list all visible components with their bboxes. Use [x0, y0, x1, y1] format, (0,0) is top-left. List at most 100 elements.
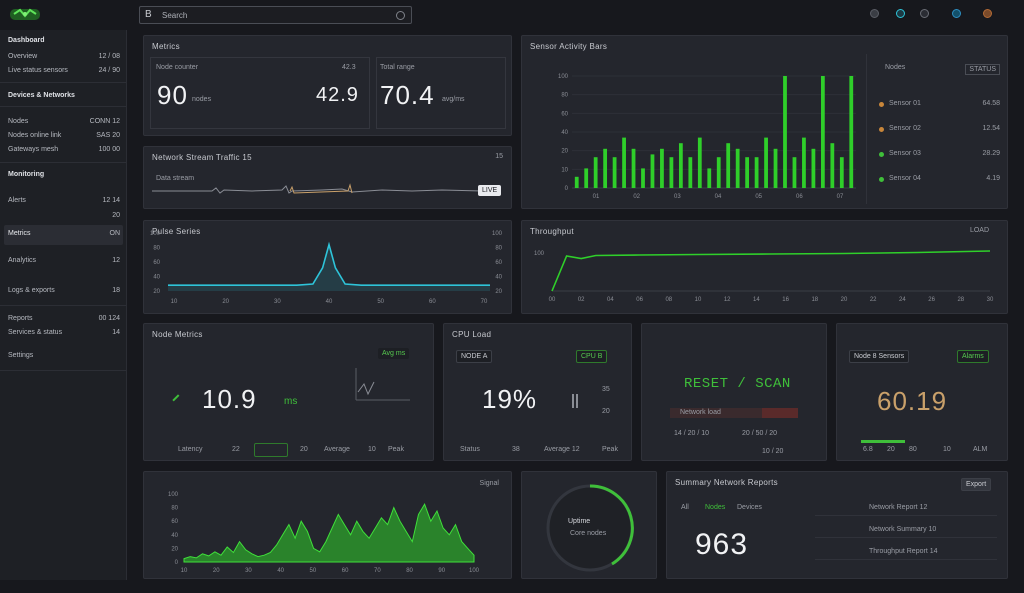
stream-live-button[interactable]: LIVE: [478, 185, 502, 196]
sidebar-item-alerts-count[interactable]: 20: [112, 212, 120, 219]
summary-row[interactable]: Network Summary 10: [815, 526, 997, 538]
pulse-chart: 100 100 80 80 60 60 40 40 20 20 10 20 30 40 50 60 70: [150, 231, 503, 305]
bar: [735, 148, 740, 188]
kpi-panel-title: Metrics: [152, 42, 180, 51]
bar: [678, 143, 683, 188]
stream-panel-title: Network Stream Traffic 15: [152, 153, 252, 162]
bar: [716, 157, 721, 188]
throughput-chart: 100 00 02 04 06 08 10 12 14 16 18 20 22 24 26 28 30: [534, 250, 994, 303]
legend-row[interactable]: Sensor 03 28.29: [879, 150, 1000, 160]
sidebar-item-metrics[interactable]: Metrics ON: [8, 230, 120, 237]
settings-icon[interactable]: [952, 9, 961, 18]
sidebar-item-alerts[interactable]: Alerts 12 14: [8, 197, 120, 204]
summary-row-label: Network Summary 10: [869, 526, 937, 533]
card1-badge[interactable]: Avg ms: [378, 348, 410, 359]
x-tick-label: 06: [636, 297, 643, 303]
card2-title: CPU Load: [452, 330, 492, 339]
bar: [820, 76, 825, 188]
sidebar-item-live-status[interactable]: Live status sensors 24 / 90: [8, 67, 120, 74]
signal-panel-title: Signal: [479, 480, 499, 487]
signal-panel: Signal 100 80 60 40 20 0 10 20 30 40 50 60 70 80 90 100: [143, 471, 512, 579]
search-clear-icon[interactable]: [396, 11, 405, 20]
y-tick-label: 100: [168, 492, 179, 498]
bar: [612, 157, 617, 188]
card4-sensors-button[interactable]: Node 8 Sensors: [849, 350, 910, 363]
app-logo[interactable]: [8, 5, 42, 23]
user-icon[interactable]: [983, 9, 992, 18]
x-tick-label: 28: [957, 297, 964, 303]
search-box[interactable]: B: [139, 6, 412, 24]
x-tick-label: 14: [753, 297, 760, 303]
x-tick-label: 24: [899, 297, 906, 303]
stream-panel-sub: Data stream: [156, 175, 195, 182]
card4-footer: 6.8 20 80 10 ALM: [847, 446, 997, 456]
throughput-right-label: LOAD: [969, 227, 989, 234]
sidebar-item-logs[interactable]: Logs & exports 18: [8, 287, 120, 294]
legend-header-nodes: Nodes: [885, 64, 906, 71]
x-tick-label: 60: [429, 299, 436, 305]
bar: [802, 137, 806, 188]
summary-tab-nodes[interactable]: Nodes: [705, 504, 726, 511]
legend-label: Sensor 02: [889, 125, 921, 132]
x-tick-label: 30: [987, 297, 994, 303]
card1-footer-toggle[interactable]: [254, 443, 288, 457]
card2-node-button[interactable]: NODE A: [456, 350, 493, 363]
bar: [593, 157, 598, 188]
card1-footer-label: Average: [324, 446, 350, 453]
x-tick-label: 20: [841, 297, 848, 303]
y-tick-label-right: 80: [495, 246, 502, 252]
legend-header-status[interactable]: STATUS: [965, 64, 1000, 75]
card2-value: 19%: [482, 384, 538, 414]
sidebar-item-reports[interactable]: Reports 00 124: [8, 315, 120, 322]
x-tick-label: 100: [469, 568, 480, 574]
x-tick-label: 02: [633, 194, 640, 200]
sidebar-item-gateways[interactable]: Gateways mesh 100 00: [8, 146, 120, 153]
legend-label: Sensor 03: [889, 150, 921, 157]
bar: [811, 148, 816, 188]
legend-row[interactable]: Sensor 04 4.19: [879, 175, 1000, 185]
summary-export-button[interactable]: Export: [961, 478, 992, 491]
stream-panel: Network Stream Traffic 15 15 Data stream…: [143, 146, 512, 209]
y-tick-label: 20: [561, 149, 568, 155]
card2-cpu-button[interactable]: CPU B: [576, 350, 608, 363]
summary-tab-all[interactable]: All: [681, 504, 689, 511]
card4-footer-value: 80: [909, 446, 917, 453]
y-tick-label-right: 40: [495, 275, 502, 281]
sidebar-item-analytics[interactable]: Analytics 12: [8, 257, 120, 264]
x-tick-label: 00: [549, 297, 556, 303]
card3-footer-value: 10 / 20: [762, 448, 784, 455]
card3-progress: Network load: [670, 408, 798, 418]
sidebar-section-dashboard: Dashboard: [8, 37, 45, 44]
search-input[interactable]: [162, 9, 382, 21]
info-icon[interactable]: [920, 9, 929, 18]
sidebar-item-services[interactable]: Services & status 14: [8, 329, 120, 336]
summary-tab-devices[interactable]: Devices: [737, 504, 762, 511]
card4-alarms-button[interactable]: Alarms: [957, 350, 989, 363]
sidebar-item-overview[interactable]: Overview 12 / 08: [8, 53, 120, 60]
kpi-panel: Metrics Node counter 90 nodes 42.3 42.9 …: [143, 35, 512, 136]
sidebar-item-nodes-online[interactable]: Nodes online link SAS 20: [8, 132, 120, 139]
throughput-panel-title: Throughput: [530, 227, 574, 236]
y-tick-label: 20: [153, 289, 160, 295]
search-icon: B: [145, 9, 152, 20]
card2-footer-label: Average 12: [544, 446, 580, 453]
bar: [688, 157, 693, 188]
bar: [849, 76, 854, 188]
x-tick-label: 70: [481, 299, 488, 305]
card2-footer-value: 38: [512, 446, 520, 453]
legend-row[interactable]: Sensor 01 64.58: [879, 100, 1000, 110]
uptime-ring: [546, 484, 634, 572]
card3-bar-label: Network load: [680, 409, 721, 416]
bell-icon[interactable]: [870, 9, 879, 18]
summary-row[interactable]: Throughput Report 14: [815, 548, 997, 560]
card2-bar-icon: [572, 394, 578, 408]
x-tick-label: 20: [222, 299, 229, 305]
card4-indicator: [861, 440, 905, 443]
globe-icon[interactable]: [896, 9, 905, 18]
sidebar-item-settings[interactable]: Settings: [8, 352, 34, 359]
bar: [660, 148, 664, 188]
legend-row[interactable]: Sensor 02 12.54: [879, 125, 1000, 135]
summary-row[interactable]: Network Report 12: [815, 504, 997, 516]
sidebar-item-nodes[interactable]: Nodes CONN 12: [8, 118, 120, 125]
x-tick-label: 12: [724, 297, 731, 303]
